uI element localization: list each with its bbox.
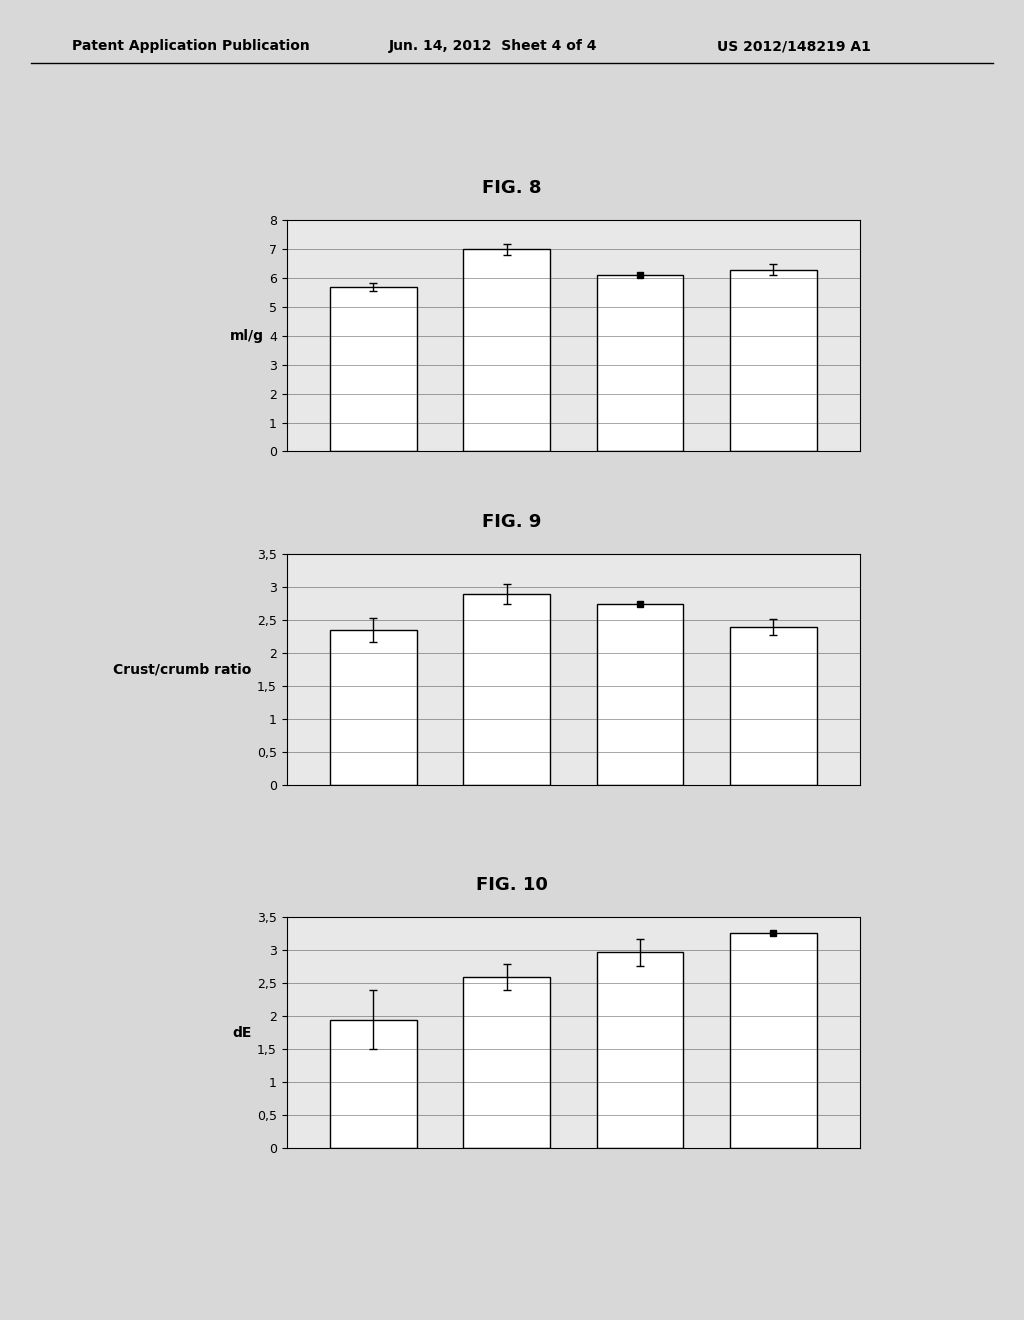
Text: FIG. 8: FIG. 8 (482, 178, 542, 197)
Bar (597, 276, 683, 451)
Text: FIG. 10: FIG. 10 (476, 875, 548, 894)
Text: FIG. 9: FIG. 9 (482, 512, 542, 531)
Bar (464, 977, 550, 1148)
Bar (464, 594, 550, 785)
Bar (730, 932, 817, 1148)
Y-axis label: dE: dE (232, 1026, 252, 1040)
Bar (597, 953, 683, 1148)
Bar (730, 627, 817, 785)
Text: Patent Application Publication: Patent Application Publication (72, 40, 309, 53)
Bar (330, 286, 417, 451)
Bar (330, 1020, 417, 1148)
Text: US 2012/148219 A1: US 2012/148219 A1 (717, 40, 870, 53)
Y-axis label: ml/g: ml/g (229, 329, 263, 343)
Bar (597, 603, 683, 785)
Bar (730, 269, 817, 451)
Y-axis label: Crust/crumb ratio: Crust/crumb ratio (113, 663, 252, 677)
Text: Jun. 14, 2012  Sheet 4 of 4: Jun. 14, 2012 Sheet 4 of 4 (389, 40, 598, 53)
Bar (330, 630, 417, 785)
Bar (464, 249, 550, 451)
